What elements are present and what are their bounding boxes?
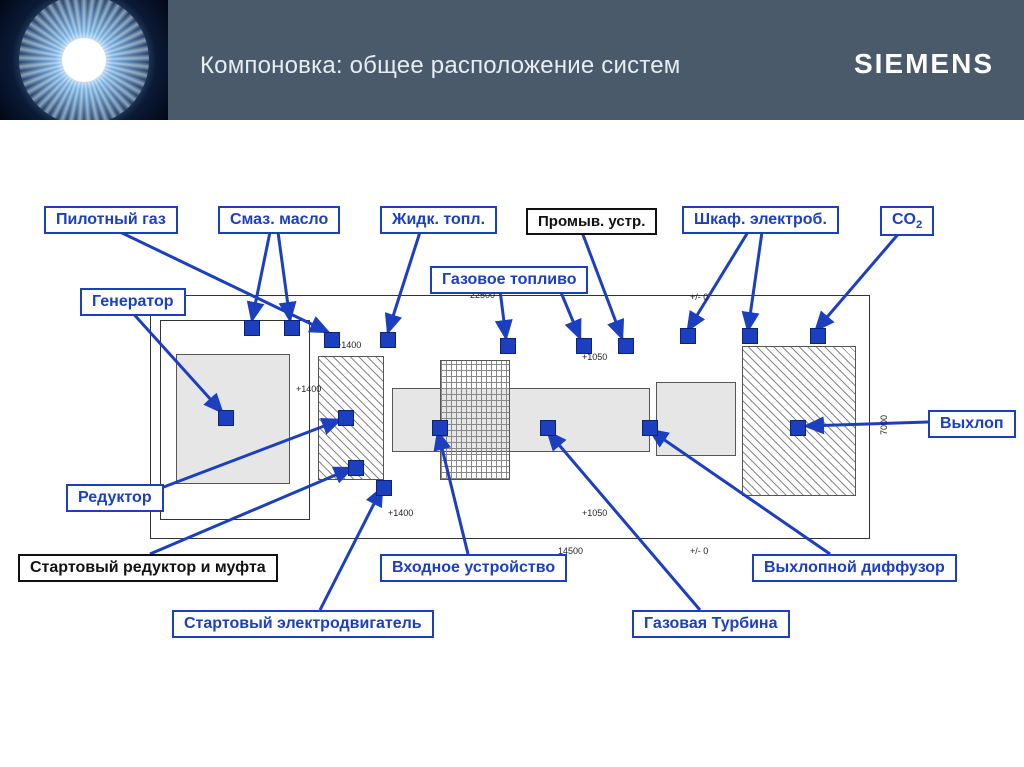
marker-m-turbine [540,420,556,436]
callout-pilot-gas: Пилотный газ [44,206,178,234]
logo-burst-icon [0,0,168,120]
marker-m-gasfuel2 [576,338,592,354]
callout-exhaust: Выхлоп [928,410,1016,438]
callout-gas-turbine: Газовая Турбина [632,610,790,638]
dimension-label: +1400 [296,384,321,394]
dimension-label: +/- 0 [690,292,708,302]
brand-logo: SIEMENS [854,48,994,80]
dimension-label: +1400 [388,508,413,518]
dimension-label: +1050 [582,508,607,518]
callout-lube-oil: Смаз. масло [218,206,340,234]
marker-m-diffuser [642,420,658,436]
callout-start-motor: Стартовый электродвигатель [172,610,434,638]
callout-start-gear: Стартовый редуктор и муфта [18,554,278,582]
marker-m-wash [618,338,634,354]
slide-title: Компоновка: общее расположение систем [200,52,681,80]
marker-m-lube2 [284,320,300,336]
callout-exh-diffuser: Выхлопной диффузор [752,554,957,582]
inlet-cone [440,360,510,480]
callout-gearbox: Редуктор [66,484,164,512]
marker-m-inlet [432,420,448,436]
dimension-label: +/- 0 [690,546,708,556]
marker-m-gen [218,410,234,426]
marker-m-startmotor [376,480,392,496]
marker-m-gasfuel1 [500,338,516,354]
marker-m-liquid [380,332,396,348]
diffuser-block [656,382,736,456]
callout-liquid-fuel: Жидк. топл. [380,206,497,234]
callout-generator: Генератор [80,288,186,316]
callout-gas-fuel: Газовое топливо [430,266,588,294]
callout-elec-cabinet: Шкаф. электроб. [682,206,839,234]
marker-m-pilot [324,332,340,348]
marker-m-elec2 [742,328,758,344]
callout-co2: CO2 [880,206,934,236]
marker-m-elec1 [680,328,696,344]
turbine-body [392,388,650,452]
marker-m-co2 [810,328,826,344]
marker-m-startgear [348,460,364,476]
callout-wash-unit: Промыв. устр. [526,208,657,235]
marker-m-lube1 [244,320,260,336]
marker-m-exhaust [790,420,806,436]
callout-inlet: Входное устройство [380,554,567,582]
dimension-label: 7000 [879,415,889,435]
marker-m-gear [338,410,354,426]
